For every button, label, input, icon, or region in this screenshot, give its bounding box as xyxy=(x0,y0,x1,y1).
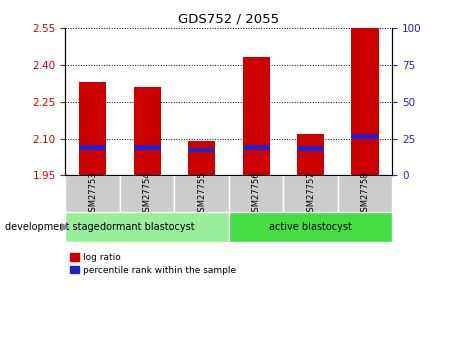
Title: GDS752 / 2055: GDS752 / 2055 xyxy=(178,12,280,25)
Bar xyxy=(229,213,392,242)
Text: GSM27757: GSM27757 xyxy=(306,171,315,217)
Bar xyxy=(351,28,379,176)
Bar xyxy=(283,176,338,213)
Bar xyxy=(133,87,161,176)
Text: GSM27758: GSM27758 xyxy=(361,171,370,217)
Bar xyxy=(338,176,392,213)
Bar xyxy=(188,141,215,176)
Bar xyxy=(79,82,106,176)
Legend: log ratio, percentile rank within the sample: log ratio, percentile rank within the sa… xyxy=(70,253,237,275)
Bar xyxy=(65,213,229,242)
Bar xyxy=(120,176,175,213)
Bar xyxy=(65,176,120,213)
Bar xyxy=(229,176,283,213)
Text: GSM27755: GSM27755 xyxy=(197,171,206,217)
Bar xyxy=(79,145,106,150)
Text: GSM27753: GSM27753 xyxy=(88,171,97,217)
Text: active blastocyst: active blastocyst xyxy=(269,222,352,232)
Bar xyxy=(188,148,215,152)
Text: GSM27754: GSM27754 xyxy=(143,171,152,217)
Bar xyxy=(351,134,379,138)
Bar xyxy=(133,145,161,150)
Text: ▶: ▶ xyxy=(61,222,69,232)
Bar xyxy=(297,146,324,151)
Bar xyxy=(243,57,270,176)
Text: development stage: development stage xyxy=(5,222,99,232)
Bar xyxy=(297,134,324,176)
Text: dormant blastocyst: dormant blastocyst xyxy=(100,222,194,232)
Bar xyxy=(243,145,270,150)
Bar xyxy=(175,176,229,213)
Text: GSM27756: GSM27756 xyxy=(252,171,261,217)
